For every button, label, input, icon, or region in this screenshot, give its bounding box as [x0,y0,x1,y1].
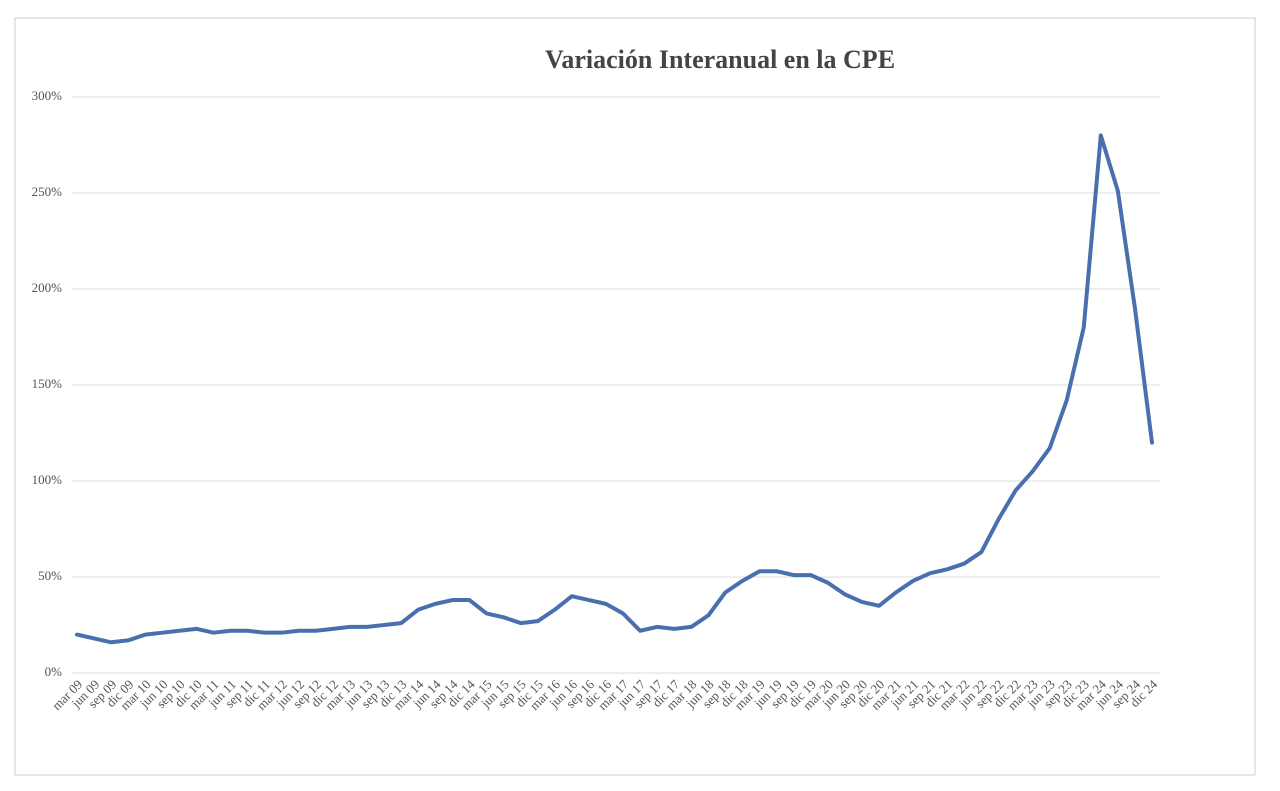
data-line [75,133,1154,645]
y-tick-label: 250% [32,184,63,199]
y-tick-label: 0% [45,664,63,679]
y-tick-label: 50% [38,568,62,583]
chart-frame [14,17,1256,776]
y-tick-label: 200% [32,280,63,295]
chart-title: Variación Interanual en la CPE [545,45,895,74]
y-tick-label: 100% [32,472,63,487]
y-tick-label: 150% [32,376,63,391]
y-tick-label: 300% [32,88,63,103]
